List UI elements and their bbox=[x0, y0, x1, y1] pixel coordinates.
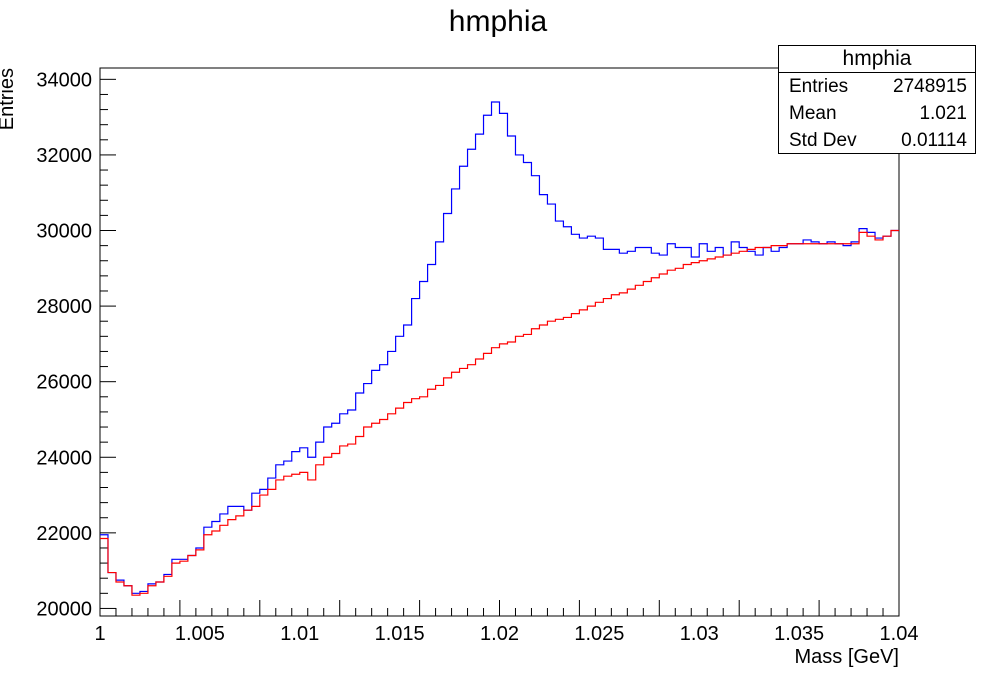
stats-value: 1.021 bbox=[919, 103, 967, 124]
series-layer bbox=[100, 101, 899, 596]
x-tick-label: 1.025 bbox=[574, 623, 624, 645]
tick-labels: 1 1.005 1.01 1.015 1.02 1.025 1.03 1.035 1.04 200… bbox=[36, 69, 918, 645]
y-tick-label: 26000 bbox=[36, 372, 92, 394]
x-tick-label: 1.04 bbox=[880, 623, 919, 645]
x-tick-label: 1 bbox=[94, 623, 105, 645]
x-tick-label: 1.005 bbox=[175, 623, 225, 645]
stats-row-entries: Entries 2748915 bbox=[779, 73, 975, 100]
y-axis-label: Entries bbox=[0, 68, 18, 130]
stats-key: Mean bbox=[789, 103, 837, 124]
stats-key: Entries bbox=[789, 76, 849, 97]
y-tick-label: 24000 bbox=[36, 447, 92, 469]
histogram-series-1 bbox=[100, 101, 899, 594]
y-tick-label: 32000 bbox=[36, 145, 92, 167]
x-axis-label: Mass [GeV] bbox=[795, 646, 899, 668]
stats-box: hmphia Entries 2748915 Mean 1.021 Std De… bbox=[778, 45, 976, 154]
y-tick-label: 20000 bbox=[36, 598, 92, 620]
chart-title: hmphia bbox=[449, 5, 548, 38]
x-tick-label: 1.01 bbox=[280, 623, 319, 645]
x-tick-label: 1.015 bbox=[375, 623, 425, 645]
x-tick-label: 1.03 bbox=[680, 623, 719, 645]
stats-value: 2748915 bbox=[893, 76, 967, 97]
stats-value: 0.01114 bbox=[901, 130, 967, 151]
stats-row-std-dev: Std Dev 0.01114 bbox=[779, 127, 975, 154]
y-tick-label: 34000 bbox=[36, 69, 92, 91]
x-tick-label: 1.035 bbox=[774, 623, 824, 645]
y-tick-label: 22000 bbox=[36, 523, 92, 545]
stats-row-mean: Mean 1.021 bbox=[779, 100, 975, 127]
stats-key: Std Dev bbox=[789, 130, 857, 151]
axis-ticks bbox=[99, 78, 900, 616]
y-tick-label: 30000 bbox=[36, 221, 92, 243]
y-tick-label: 28000 bbox=[36, 296, 92, 318]
stats-title: hmphia bbox=[779, 46, 975, 73]
histogram-series-2 bbox=[100, 229, 899, 596]
x-tick-label: 1.02 bbox=[480, 623, 519, 645]
